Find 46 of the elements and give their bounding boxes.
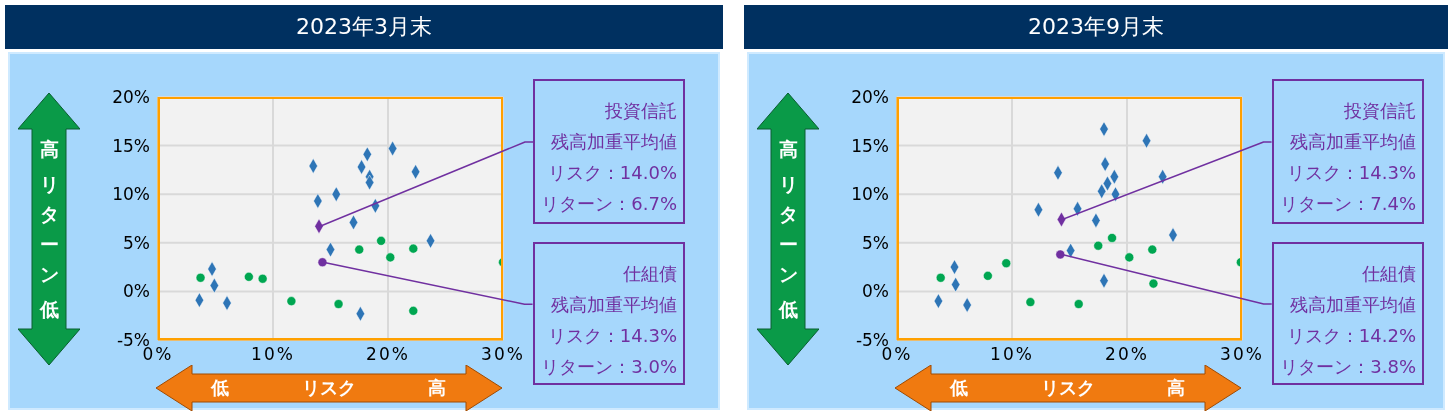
text: 仕組債 xyxy=(622,262,677,286)
text: リターン：6.7% xyxy=(540,192,677,216)
x-tick-label: 30% xyxy=(1220,344,1264,365)
text: 仕組債 xyxy=(1361,262,1416,286)
text: リスク：14.3% xyxy=(1285,161,1416,185)
text: リスク：14.0% xyxy=(546,161,677,185)
text: リスク：14.2% xyxy=(1285,324,1416,348)
text: 低 xyxy=(777,297,799,322)
text: 高 xyxy=(777,137,799,162)
text: 高 xyxy=(428,376,446,400)
x-axis-title: リスク xyxy=(1041,377,1095,398)
y-tick-label: 0% xyxy=(123,281,150,302)
annotation: 残高加重平均値 xyxy=(1289,130,1416,154)
y-tick-label: 5% xyxy=(123,232,150,253)
text: リスク：14.3% xyxy=(546,324,677,348)
y-tick-label: 0% xyxy=(862,281,889,302)
y-tick-label: 5% xyxy=(862,232,889,253)
text: 投資信託 xyxy=(604,99,677,123)
x-tick-label: 20% xyxy=(366,344,410,365)
y-tick-label: 20% xyxy=(112,87,150,108)
annotation: 残高加重平均値 xyxy=(550,130,677,154)
text: 投資信託 xyxy=(1343,99,1416,123)
text: リターン：3.0% xyxy=(540,355,677,379)
text: 低 xyxy=(950,376,968,400)
y-axis-title: リターン xyxy=(777,172,799,287)
x-tick-label: 10% xyxy=(990,344,1034,365)
y-tick-label: 10% xyxy=(112,184,150,205)
annotation: 残高加重平均値 xyxy=(1289,293,1416,317)
chart-title: 2023年3月末 xyxy=(5,5,723,49)
x-axis-title: リスク xyxy=(302,377,356,398)
x-tick-label: 10% xyxy=(251,344,295,365)
y-tick-label: 15% xyxy=(112,135,150,156)
x-tick-label: 30% xyxy=(481,344,525,365)
text: 高 xyxy=(1167,376,1185,400)
chart-title: 2023年9月末 xyxy=(744,5,1448,49)
text: リターン：3.8% xyxy=(1279,355,1416,379)
text: 低 xyxy=(211,376,229,400)
text: リターン：7.4% xyxy=(1279,192,1416,216)
y-tick-label: 10% xyxy=(851,184,889,205)
y-axis-title: リターン xyxy=(38,172,60,287)
y-tick-label: 15% xyxy=(851,135,889,156)
text: 高 xyxy=(38,137,60,162)
y-tick-label: 20% xyxy=(851,87,889,108)
x-tick-label: 20% xyxy=(1105,344,1149,365)
annotation: 残高加重平均値 xyxy=(550,293,677,317)
text: 低 xyxy=(38,297,60,322)
